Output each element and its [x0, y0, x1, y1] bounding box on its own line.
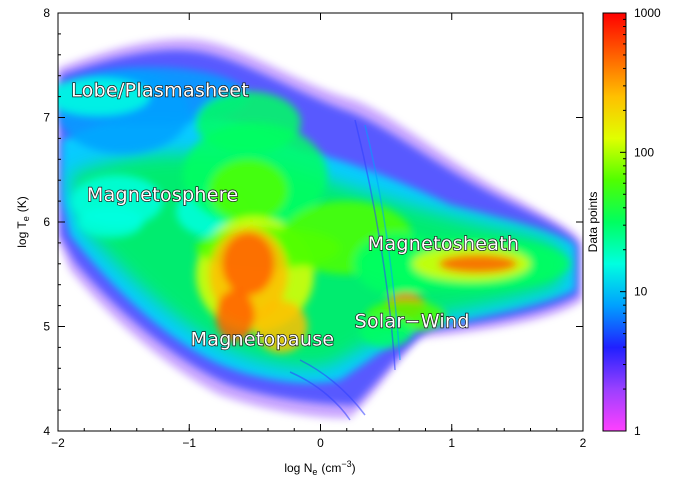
y-tick-label: 6: [43, 215, 50, 229]
x-tick-label: 2: [580, 436, 587, 450]
region-label-0: Lobe/Plasmasheet: [71, 80, 249, 102]
streak-line: [299, 359, 366, 416]
colorbar-tick-label: 1000: [634, 6, 661, 20]
density-region-2: [58, 77, 150, 116]
y-tick-label: 8: [43, 6, 50, 20]
region-label-1: Magnetosphere: [87, 184, 239, 206]
y-tick-label: 4: [43, 424, 50, 438]
region-label-2: Magnetosheath: [368, 233, 520, 255]
y-axis-label-main: log T: [15, 221, 29, 248]
density-region-22: [77, 206, 144, 238]
streak-line: [289, 371, 351, 421]
x-axis-label-main: log N: [284, 461, 312, 475]
x-tick-label: 1: [448, 436, 455, 450]
x-axis-label: log Ne (cm−3): [284, 459, 355, 477]
x-tick-label: 0: [317, 436, 324, 450]
streak-line: [364, 124, 401, 361]
y-axis-label-sub: e: [21, 216, 31, 221]
streak-lines: [289, 119, 401, 421]
y-axis-ticks: 4 5 6 7 8: [43, 6, 583, 438]
colorbar-label: Data points: [586, 192, 600, 253]
density-region-6: [195, 91, 301, 155]
y-axis-label-unit: (K): [15, 196, 29, 212]
region-annotations: Lobe/Plasmasheet Magnetosphere Magnetoshea…: [70, 79, 520, 351]
density-region-7: [208, 159, 288, 222]
density-region-18: [438, 254, 518, 274]
density-region-11: [222, 232, 275, 296]
density-region-21: [359, 316, 413, 348]
y-axis-label: log Te (K): [15, 196, 31, 247]
x-tick-label: −2: [51, 436, 65, 450]
x-axis-label-close: ): [352, 461, 356, 475]
region-label-3: Solar−Wind: [355, 311, 470, 333]
x-axis-label-sub: e: [312, 467, 317, 477]
x-axis-label-unit: (cm: [321, 461, 341, 475]
colorbar-gradient: [602, 12, 627, 432]
colorbar-tick-label: 100: [634, 145, 654, 159]
region-label-4: Magnetopause: [191, 328, 335, 350]
colorbar-ticks: 1 10 100 1000: [620, 6, 661, 438]
y-tick-label: 5: [43, 320, 50, 334]
colorbar-tick-label: 1: [634, 424, 641, 438]
y-tick-label: 7: [43, 111, 50, 125]
density-layer: [58, 67, 570, 353]
density-region-13: [215, 289, 255, 343]
plot-area: [58, 38, 583, 421]
colorbar: 1 10 100 1000 Data points: [586, 6, 661, 438]
density-region-12: [254, 300, 308, 353]
x-axis-label-exp: −3: [341, 459, 351, 469]
x-tick-label: −1: [182, 436, 196, 450]
colorbar-tick-label: 10: [634, 285, 648, 299]
streak-line: [354, 119, 396, 371]
